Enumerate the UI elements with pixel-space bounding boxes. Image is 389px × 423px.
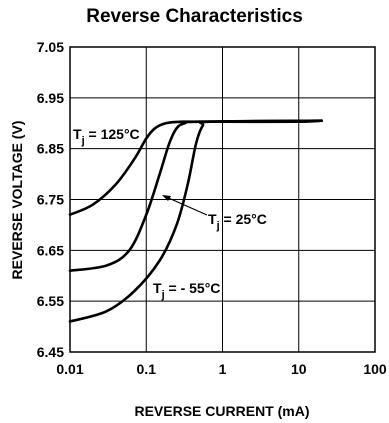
svg-text:Tj = 25°C: Tj = 25°C [208, 211, 267, 232]
x-tick-label: 100 [363, 361, 387, 377]
plot-area-frame [69, 46, 376, 353]
series-line-tj-minus55 [68, 119, 323, 323]
annotation-tj-minus55-sub: j [161, 289, 165, 301]
y-tick-label: 7.05 [37, 39, 64, 55]
annotation-tj-minus55: Tj = - 55°C [153, 280, 220, 301]
y-tick-label: 6.65 [37, 242, 64, 258]
annotation-tj-minus55-symbol: T [153, 280, 162, 296]
annotation-tj-25: Tj = 25°C [162, 195, 267, 232]
annotation-tj-25-value: = 25°C [220, 211, 267, 227]
y-axis-label: REVERSE VOLTAGE (V) [9, 121, 25, 280]
series-line-tj-25 [68, 119, 323, 272]
x-axis-ticks: 0.01 0.1 1 10 100 [56, 361, 387, 377]
y-tick-label: 6.95 [37, 90, 64, 106]
annotation-tj-125: Tj = 125°C [73, 126, 140, 147]
annotation-tj-125-sub: j [81, 135, 85, 147]
annotation-tj-125-value: = 125°C [85, 126, 140, 142]
x-tick-label: 10 [291, 361, 307, 377]
x-tick-label: 0.01 [56, 361, 83, 377]
y-tick-label: 6.75 [37, 192, 64, 208]
y-tick-label: 6.55 [37, 293, 64, 309]
annotation-tj-125-symbol: T [73, 126, 82, 142]
series-lines [68, 119, 323, 323]
svg-text:Tj = 125°C: Tj = 125°C [73, 126, 140, 147]
y-tick-label: 6.45 [37, 344, 64, 360]
svg-text:Tj = - 55°C: Tj = - 55°C [153, 280, 220, 301]
annotation-tj-minus55-value: = - 55°C [165, 280, 221, 296]
x-tick-label: 1 [219, 361, 227, 377]
x-tick-label: 0.1 [137, 361, 157, 377]
y-tick-label: 6.85 [37, 141, 64, 157]
annotation-tj-25-arrowhead [162, 195, 171, 201]
annotation-tj-25-symbol: T [208, 211, 217, 227]
y-axis-ticks: 7.05 6.95 6.85 6.75 6.65 6.55 6.45 [37, 39, 64, 360]
chart-title: Reverse Characteristics [86, 6, 303, 27]
annotation-tj-25-leader [163, 195, 208, 216]
annotation-tj-25-sub: j [216, 220, 220, 232]
x-axis-label: REVERSE CURRENT (mA) [134, 403, 309, 419]
